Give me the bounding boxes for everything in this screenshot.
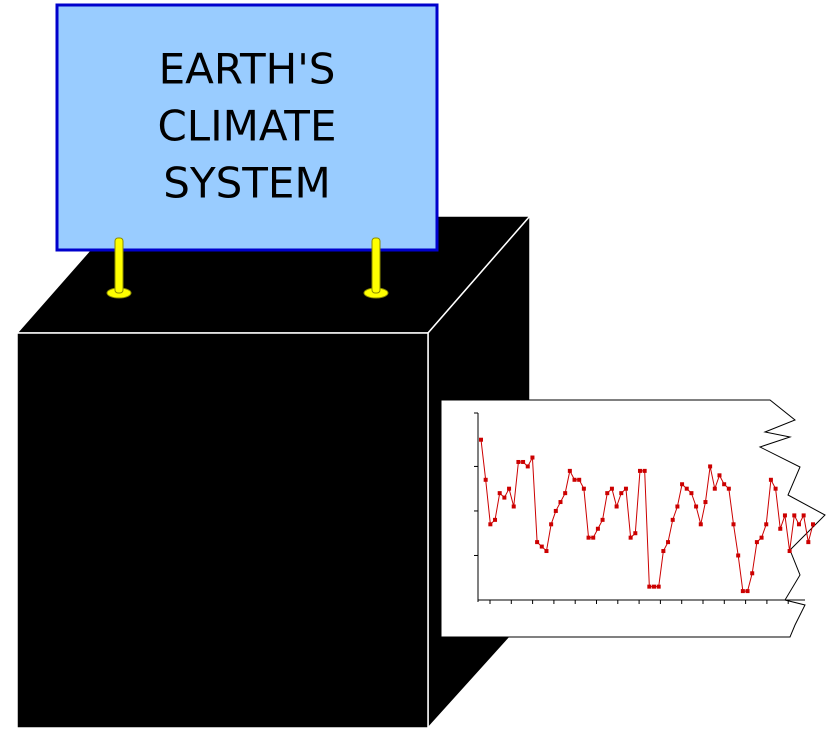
data-point: [512, 505, 516, 509]
data-point: [530, 456, 534, 460]
data-point: [689, 491, 693, 495]
data-point: [488, 522, 492, 526]
data-point: [703, 500, 707, 504]
data-point: [526, 464, 530, 468]
data-point: [516, 460, 520, 464]
data-point: [764, 522, 768, 526]
data-point: [736, 553, 740, 557]
illustration: EARTH'S CLIMATE SYSTEM: [0, 0, 829, 734]
sign-line: CLIMATE: [157, 102, 336, 151]
data-point: [558, 500, 562, 504]
data-point: [685, 487, 689, 491]
data-point: [498, 491, 502, 495]
data-point: [732, 522, 736, 526]
data-point: [619, 491, 623, 495]
data-point: [484, 478, 488, 482]
data-point: [666, 540, 670, 544]
data-point: [802, 513, 806, 517]
data-point: [521, 460, 525, 464]
data-point: [699, 522, 703, 526]
data-point: [661, 549, 665, 553]
data-point: [549, 522, 553, 526]
data-point: [694, 505, 698, 509]
data-point: [680, 482, 684, 486]
data-point: [769, 478, 773, 482]
data-point: [755, 540, 759, 544]
data-point: [717, 473, 721, 477]
data-point: [540, 545, 544, 549]
data-point: [783, 513, 787, 517]
data-point: [671, 518, 675, 522]
data-point: [675, 505, 679, 509]
data-point: [596, 527, 600, 531]
sign-line: EARTH'S: [159, 45, 336, 94]
sign-line: SYSTEM: [163, 159, 330, 208]
data-point: [568, 469, 572, 473]
data-point: [563, 491, 567, 495]
data-point: [535, 540, 539, 544]
data-point: [708, 464, 712, 468]
data-point: [582, 487, 586, 491]
data-point: [554, 509, 558, 513]
data-point: [760, 536, 764, 540]
data-point: [573, 478, 577, 482]
data-point: [778, 527, 782, 531]
data-point: [792, 513, 796, 517]
box-front: [17, 333, 428, 728]
data-point: [638, 469, 642, 473]
data-point: [741, 589, 745, 593]
data-point: [806, 540, 810, 544]
data-point: [797, 522, 801, 526]
data-point: [713, 487, 717, 491]
data-point: [587, 536, 591, 540]
data-point: [750, 571, 754, 575]
data-point: [722, 482, 726, 486]
data-point: [746, 589, 750, 593]
data-point: [507, 487, 511, 491]
data-point: [657, 585, 661, 589]
data-point: [605, 491, 609, 495]
data-point: [774, 487, 778, 491]
data-point: [624, 487, 628, 491]
data-point: [544, 549, 548, 553]
data-point: [629, 536, 633, 540]
data-point: [577, 478, 581, 482]
data-point: [591, 536, 595, 540]
data-point: [643, 469, 647, 473]
data-point: [493, 518, 497, 522]
data-point: [647, 585, 651, 589]
data-point: [502, 496, 506, 500]
data-point: [727, 487, 731, 491]
data-point: [633, 531, 637, 535]
data-point: [479, 438, 483, 442]
data-point: [610, 487, 614, 491]
data-point: [811, 522, 815, 526]
data-point: [788, 549, 792, 553]
data-point: [615, 505, 619, 509]
data-point: [601, 518, 605, 522]
data-point: [652, 585, 656, 589]
